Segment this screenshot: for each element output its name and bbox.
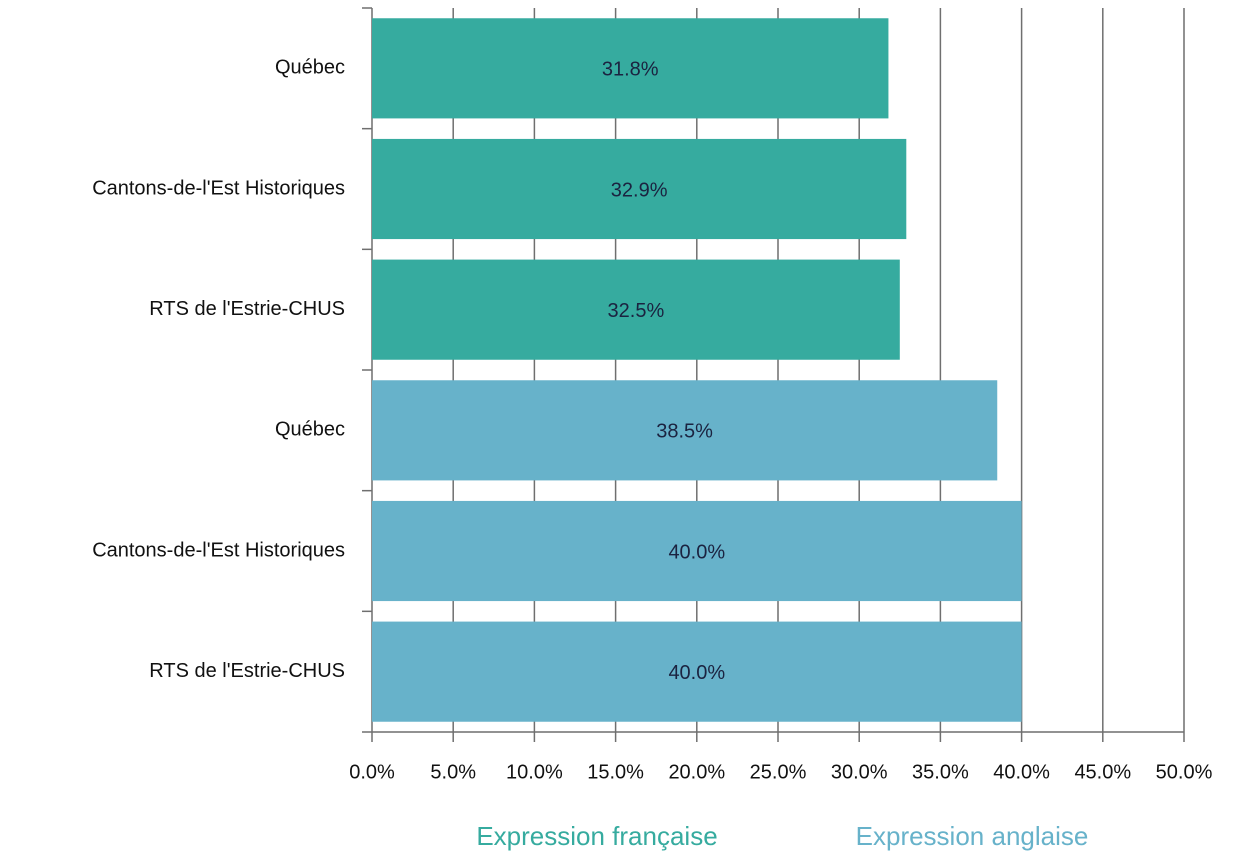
bar (372, 621, 1022, 722)
data-label: 32.5% (608, 300, 665, 322)
y-tick-label: RTS de l'Estrie-CHUS (149, 660, 345, 682)
x-tick-label: 45.0% (1074, 761, 1131, 783)
x-tick-label: 30.0% (831, 761, 888, 783)
bar (372, 138, 907, 240)
x-tick-label: 40.0% (993, 761, 1050, 783)
data-label: 38.5% (656, 421, 713, 443)
y-tick-label: Cantons-de-l'Est Historiques (92, 177, 345, 199)
x-tick-label: 20.0% (668, 761, 725, 783)
data-label: 40.0% (668, 541, 725, 563)
x-tick-label: 25.0% (750, 761, 807, 783)
y-tick-label: Cantons-de-l'Est Historiques (92, 539, 345, 561)
x-tick-label: 10.0% (506, 761, 563, 783)
x-tick-label: 5.0% (430, 761, 476, 783)
bar (372, 18, 889, 119)
bar (372, 380, 998, 481)
y-tick-label: Québec (275, 57, 345, 79)
legend-entry: Expression anglaise (856, 821, 1089, 851)
bar (372, 500, 1022, 602)
bar (372, 259, 900, 360)
data-label: 31.8% (602, 59, 659, 81)
x-tick-label: 0.0% (349, 761, 395, 783)
y-tick-label: Québec (275, 419, 345, 441)
data-label: 40.0% (668, 662, 725, 684)
x-tick-label: 15.0% (587, 761, 644, 783)
data-label: 32.9% (611, 179, 668, 201)
x-tick-label: 50.0% (1156, 761, 1213, 783)
x-tick-label: 35.0% (912, 761, 969, 783)
y-tick-label: RTS de l'Estrie-CHUS (149, 298, 345, 320)
legend-entry: Expression française (476, 821, 717, 851)
